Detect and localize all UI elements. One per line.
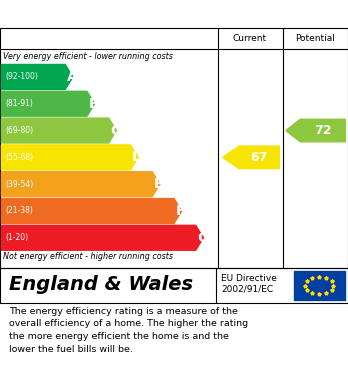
Polygon shape: [1, 172, 160, 197]
Text: England & Wales: England & Wales: [9, 275, 193, 294]
Text: G: G: [198, 231, 209, 245]
Text: (69-80): (69-80): [5, 126, 33, 135]
Text: Energy Efficiency Rating: Energy Efficiency Rating: [9, 7, 219, 22]
Text: C: C: [111, 124, 121, 138]
Text: Very energy efficient - lower running costs: Very energy efficient - lower running co…: [3, 52, 173, 61]
Text: (1-20): (1-20): [5, 233, 28, 242]
Text: B: B: [89, 97, 100, 111]
Text: (81-91): (81-91): [5, 99, 33, 108]
Polygon shape: [1, 225, 203, 250]
Text: Potential: Potential: [295, 34, 335, 43]
Text: (21-38): (21-38): [5, 206, 33, 215]
Polygon shape: [1, 118, 116, 143]
Text: Not energy efficient - higher running costs: Not energy efficient - higher running co…: [3, 253, 174, 262]
Text: (39-54): (39-54): [5, 180, 33, 189]
Polygon shape: [223, 146, 279, 169]
Text: E: E: [154, 177, 164, 191]
Polygon shape: [286, 119, 345, 142]
Text: D: D: [132, 151, 144, 164]
Polygon shape: [1, 199, 182, 223]
Bar: [294, 271, 345, 300]
Text: The energy efficiency rating is a measure of the
overall efficiency of a home. T: The energy efficiency rating is a measur…: [9, 307, 248, 354]
Text: EU Directive
2002/91/EC: EU Directive 2002/91/EC: [221, 274, 277, 294]
Text: Current: Current: [233, 34, 267, 43]
Text: 67: 67: [251, 151, 268, 164]
Polygon shape: [1, 65, 73, 90]
Text: F: F: [176, 204, 185, 218]
Polygon shape: [1, 91, 95, 116]
Text: (92-100): (92-100): [5, 72, 38, 81]
Text: 72: 72: [314, 124, 332, 137]
Text: (55-68): (55-68): [5, 153, 33, 162]
Text: A: A: [67, 70, 78, 84]
Polygon shape: [1, 145, 138, 170]
